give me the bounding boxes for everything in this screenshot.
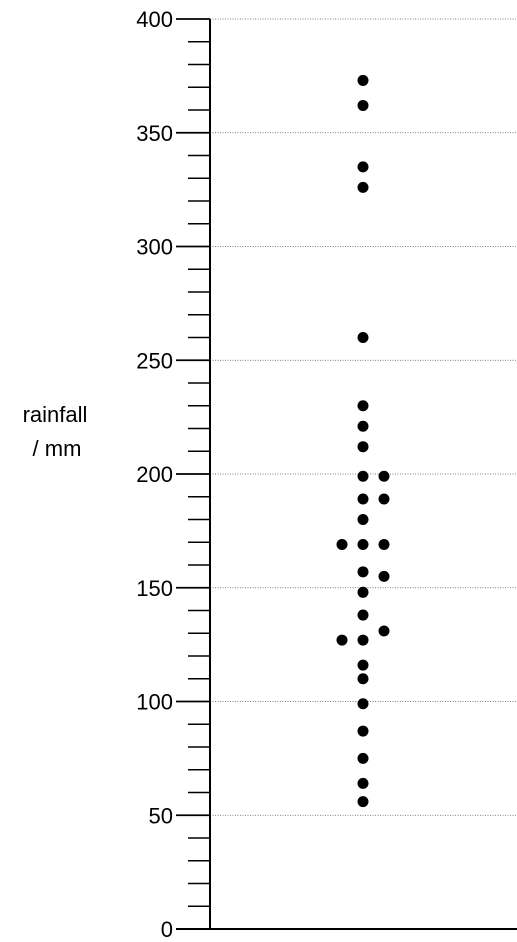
data-point: [378, 470, 390, 482]
data-point: [357, 698, 369, 710]
data-point: [357, 74, 369, 86]
y-tick-label: 200: [136, 462, 173, 487]
y-axis-title-line-2: / mm: [33, 436, 82, 461]
data-point: [378, 625, 390, 637]
y-tick-label: 300: [136, 235, 173, 260]
data-point: [357, 420, 369, 432]
data-point: [357, 586, 369, 598]
y-tick-label: 50: [149, 803, 173, 828]
data-point: [357, 470, 369, 482]
data-point: [357, 777, 369, 789]
y-tick-label: 0: [161, 917, 173, 942]
y-axis-tick-labels: 0 50 100 150 200 250 300 350 400: [136, 7, 173, 942]
y-tick-label: 150: [136, 576, 173, 601]
data-point: [357, 514, 369, 525]
data-point: [357, 99, 369, 111]
gridlines: [210, 18, 517, 816]
data-points: [336, 74, 390, 808]
y-axis-title-line-1: rainfall: [23, 402, 88, 427]
y-tick-label: 400: [136, 7, 173, 32]
data-point: [378, 570, 390, 582]
data-point: [357, 796, 369, 808]
data-point: [357, 332, 369, 343]
y-tick-label: 350: [136, 121, 173, 146]
y-axis-ticks: [176, 18, 210, 930]
data-point: [357, 400, 369, 412]
data-point: [357, 493, 369, 505]
y-tick-label: 250: [136, 348, 173, 373]
data-point: [378, 539, 390, 551]
data-point: [357, 539, 369, 551]
data-point: [357, 752, 369, 764]
data-point: [357, 566, 369, 578]
data-point: [357, 441, 369, 453]
data-point: [378, 493, 390, 505]
data-point: [357, 161, 369, 173]
data-point: [336, 539, 348, 551]
data-point: [336, 634, 348, 646]
data-point: [357, 634, 369, 646]
data-point: [357, 659, 369, 671]
data-point: [357, 609, 369, 621]
data-point: [357, 673, 369, 685]
data-point: [357, 725, 369, 737]
data-point: [357, 181, 369, 193]
y-tick-label: 100: [136, 690, 173, 715]
